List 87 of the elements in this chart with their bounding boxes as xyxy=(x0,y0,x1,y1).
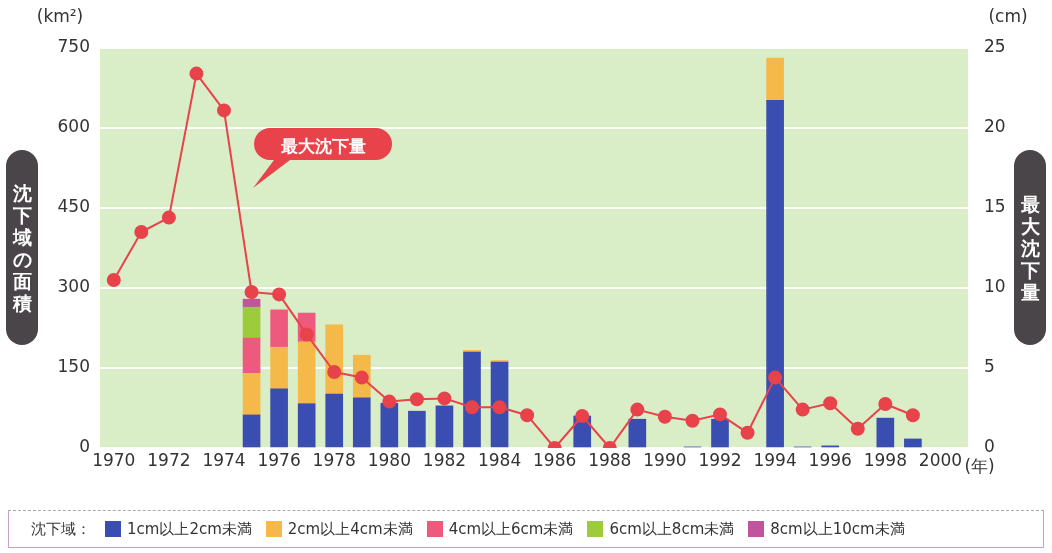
y2-tick-label: 0 xyxy=(984,436,995,457)
point xyxy=(575,409,590,423)
text: (km²) xyxy=(36,6,84,27)
x-tick-label: 1992 xyxy=(698,449,742,470)
bar xyxy=(876,417,895,448)
point xyxy=(850,421,865,436)
x-tick-label: 1988 xyxy=(588,449,632,470)
x-axis-title: (年) xyxy=(964,456,995,477)
x-tick-label: 1978 xyxy=(312,449,356,470)
x-tick-label: 1998 xyxy=(863,449,907,470)
bar xyxy=(270,346,288,390)
y2-tick-label: 20 xyxy=(984,116,1006,137)
y-axis-title: 沈下域の面積 xyxy=(12,181,32,314)
bar xyxy=(766,57,784,101)
point xyxy=(768,370,783,385)
x-tick-label: 1976 xyxy=(257,449,301,470)
bar xyxy=(242,414,261,448)
bar xyxy=(242,337,261,374)
x-tick-label: 2000 xyxy=(918,449,963,470)
bar xyxy=(711,418,729,448)
point xyxy=(795,402,810,417)
point xyxy=(520,408,535,423)
bar xyxy=(242,373,261,416)
text: 最大沈下量 xyxy=(279,135,367,158)
bar xyxy=(766,99,784,448)
point xyxy=(713,407,727,422)
bar xyxy=(463,351,481,448)
point xyxy=(106,273,121,287)
point xyxy=(630,402,645,417)
point xyxy=(161,210,176,225)
y2-tick-label: 15 xyxy=(984,196,1006,217)
legend-title: 沈下域： xyxy=(31,519,91,539)
text: (cm) xyxy=(988,6,1028,27)
x-tick-label: 1990 xyxy=(643,449,687,470)
point xyxy=(740,425,755,440)
point xyxy=(409,392,424,407)
x-tick-label: 1982 xyxy=(422,449,467,470)
y-tick-label: 0 xyxy=(79,436,90,457)
legend-label: 4cm以上6cm未満 xyxy=(448,519,574,539)
bar xyxy=(435,405,454,448)
x-tick-label: 1986 xyxy=(533,449,577,470)
y2-tick-label: 5 xyxy=(984,356,995,377)
point xyxy=(657,409,672,424)
bar xyxy=(904,438,922,448)
x-tick-label: 1984 xyxy=(477,449,522,470)
point xyxy=(382,394,397,409)
point xyxy=(217,103,231,118)
point xyxy=(189,66,204,81)
y2-tick-label: 10 xyxy=(984,276,1006,297)
point xyxy=(134,225,149,239)
y-tick-label: 450 xyxy=(57,196,90,217)
point xyxy=(905,408,920,423)
legend-label: 1cm以上2cm未満 xyxy=(127,519,252,539)
x-tick-label: 1974 xyxy=(202,449,246,470)
y-tick-label: 600 xyxy=(57,116,90,137)
point xyxy=(244,285,259,299)
point xyxy=(685,413,700,428)
point xyxy=(272,287,287,302)
legend-label: 6cm以上8cm未満 xyxy=(609,519,735,539)
y-tick-label: 300 xyxy=(57,276,90,297)
point xyxy=(327,365,342,379)
y-tick-label: 150 xyxy=(57,356,90,377)
legend-label: 2cm以上4cm未満 xyxy=(287,519,413,539)
bar xyxy=(270,309,288,348)
y-tick-label: 750 xyxy=(57,36,90,57)
y2-tick-label: 25 xyxy=(984,36,1006,57)
bar xyxy=(352,397,371,448)
x-tick-label: 1996 xyxy=(808,449,852,470)
legend-label: 8cm以上10cm未満 xyxy=(770,519,905,539)
x-tick-label: 1994 xyxy=(753,449,797,470)
point xyxy=(492,400,507,415)
bar xyxy=(297,341,316,405)
x-tick-label: 1980 xyxy=(367,449,411,470)
bar xyxy=(242,306,261,339)
point xyxy=(878,397,893,411)
bar xyxy=(463,350,481,353)
point xyxy=(823,396,838,411)
bar xyxy=(408,410,426,448)
point xyxy=(465,400,479,415)
x-tick-label: 1972 xyxy=(147,449,191,470)
y2-axis-title: 最大沈下量 xyxy=(1020,192,1040,303)
bar xyxy=(325,393,344,448)
x-tick-label: 1970 xyxy=(92,449,136,470)
bar xyxy=(270,388,288,448)
point xyxy=(437,391,452,406)
bar xyxy=(628,418,647,448)
bar xyxy=(297,403,316,448)
